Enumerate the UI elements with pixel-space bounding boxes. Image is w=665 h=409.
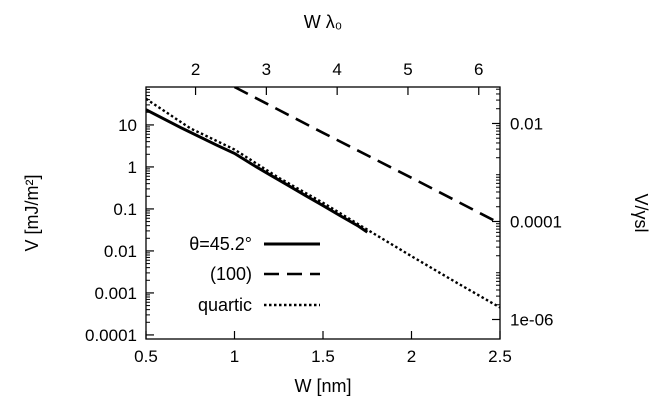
- legend-label: quartic: [198, 295, 252, 315]
- y-axis-title: V [mJ/m²]: [22, 175, 42, 252]
- series-line-solid: [146, 108, 369, 234]
- y-tick-label: 0.1: [113, 200, 137, 219]
- y-tick-label: 0.0001: [85, 326, 137, 345]
- y2-tick-label: 1e-06: [510, 310, 553, 329]
- x2-tick-label: 6: [474, 60, 483, 79]
- y-tick-label: 0.01: [104, 242, 137, 261]
- legend: θ=45.2° (100) quartic: [189, 234, 320, 315]
- y-tick-label: 1: [128, 158, 137, 177]
- x2-tick-label: 2: [191, 60, 200, 79]
- ticks-layer: 0.5 1 1.5 2 2.5 10 1 0.1 0.01 0.001 0.0001 2 3 4 5 6 0.0…: [85, 60, 562, 366]
- y2-tick-label: 0.01: [510, 114, 543, 133]
- y2-tick-label: 0.0001: [510, 212, 562, 231]
- x2-tick-label: 3: [262, 60, 271, 79]
- legend-label: θ=45.2°: [189, 234, 252, 254]
- plot-frame: [145, 86, 501, 340]
- x-tick-label: 2: [407, 347, 416, 366]
- legend-label: (100): [210, 264, 252, 284]
- y-tick-label: 0.001: [94, 284, 137, 303]
- x-tick-label: 2.5: [488, 347, 512, 366]
- x-tick-label: 0.5: [134, 347, 158, 366]
- x2-tick-label: 4: [332, 60, 341, 79]
- y-tick-label: 10: [118, 116, 137, 135]
- x-tick-label: 1: [230, 347, 239, 366]
- x-axis-title: W [nm]: [295, 376, 352, 396]
- y2-axis-title: V/γsl: [631, 193, 651, 232]
- series-line-dotted: [146, 97, 500, 309]
- series-layer: [146, 87, 500, 309]
- x2-axis-title: W λ₀: [304, 12, 342, 32]
- x-tick-label: 1.5: [311, 347, 335, 366]
- series-line-dashed: [233, 87, 500, 225]
- x2-tick-label: 5: [403, 60, 412, 79]
